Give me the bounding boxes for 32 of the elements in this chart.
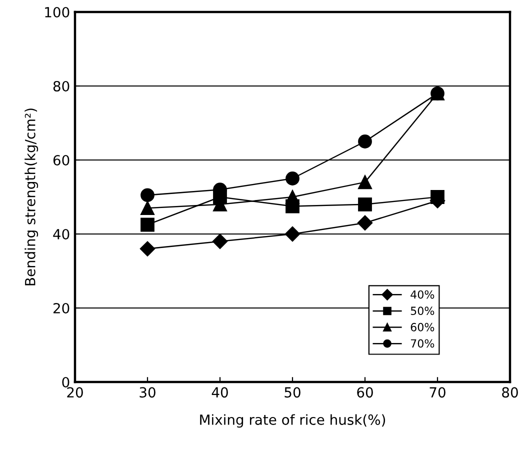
x-tick-label: 70 xyxy=(430,387,446,398)
x-tick-label: 20 xyxy=(67,387,83,398)
x-tick-label: 40 xyxy=(212,387,228,398)
point xyxy=(357,215,373,230)
point xyxy=(286,172,300,186)
x-axis-title: Mixing rate of rice husk(%) xyxy=(200,414,386,428)
point xyxy=(358,175,372,190)
point xyxy=(140,188,154,202)
point xyxy=(140,201,154,216)
point xyxy=(286,190,300,204)
point xyxy=(140,241,156,256)
x-tick-label: 60 xyxy=(357,387,373,398)
legend-label: 70% xyxy=(410,339,434,348)
point xyxy=(358,197,372,212)
y-axis-title: Bending strength(kg/cm²) xyxy=(24,108,38,286)
y-tick-label: 40 xyxy=(53,228,70,240)
y-tick-label: 20 xyxy=(53,302,70,314)
x-tick-label: 30 xyxy=(140,387,156,398)
y-tick-label: 80 xyxy=(53,80,70,92)
point xyxy=(430,190,444,204)
legend-label: 60% xyxy=(410,322,434,332)
y-tick-label: 0 xyxy=(62,376,70,388)
y-tick-label: 60 xyxy=(53,154,70,166)
point xyxy=(284,226,300,242)
point xyxy=(140,218,154,232)
x-tick-label: 80 xyxy=(502,387,518,398)
point xyxy=(358,134,372,148)
legend-label: 40% xyxy=(410,290,434,299)
point xyxy=(212,234,228,249)
x-tick-label: 50 xyxy=(284,387,300,398)
legend-label: 50% xyxy=(410,306,434,316)
y-tick-label: 100 xyxy=(45,6,70,18)
